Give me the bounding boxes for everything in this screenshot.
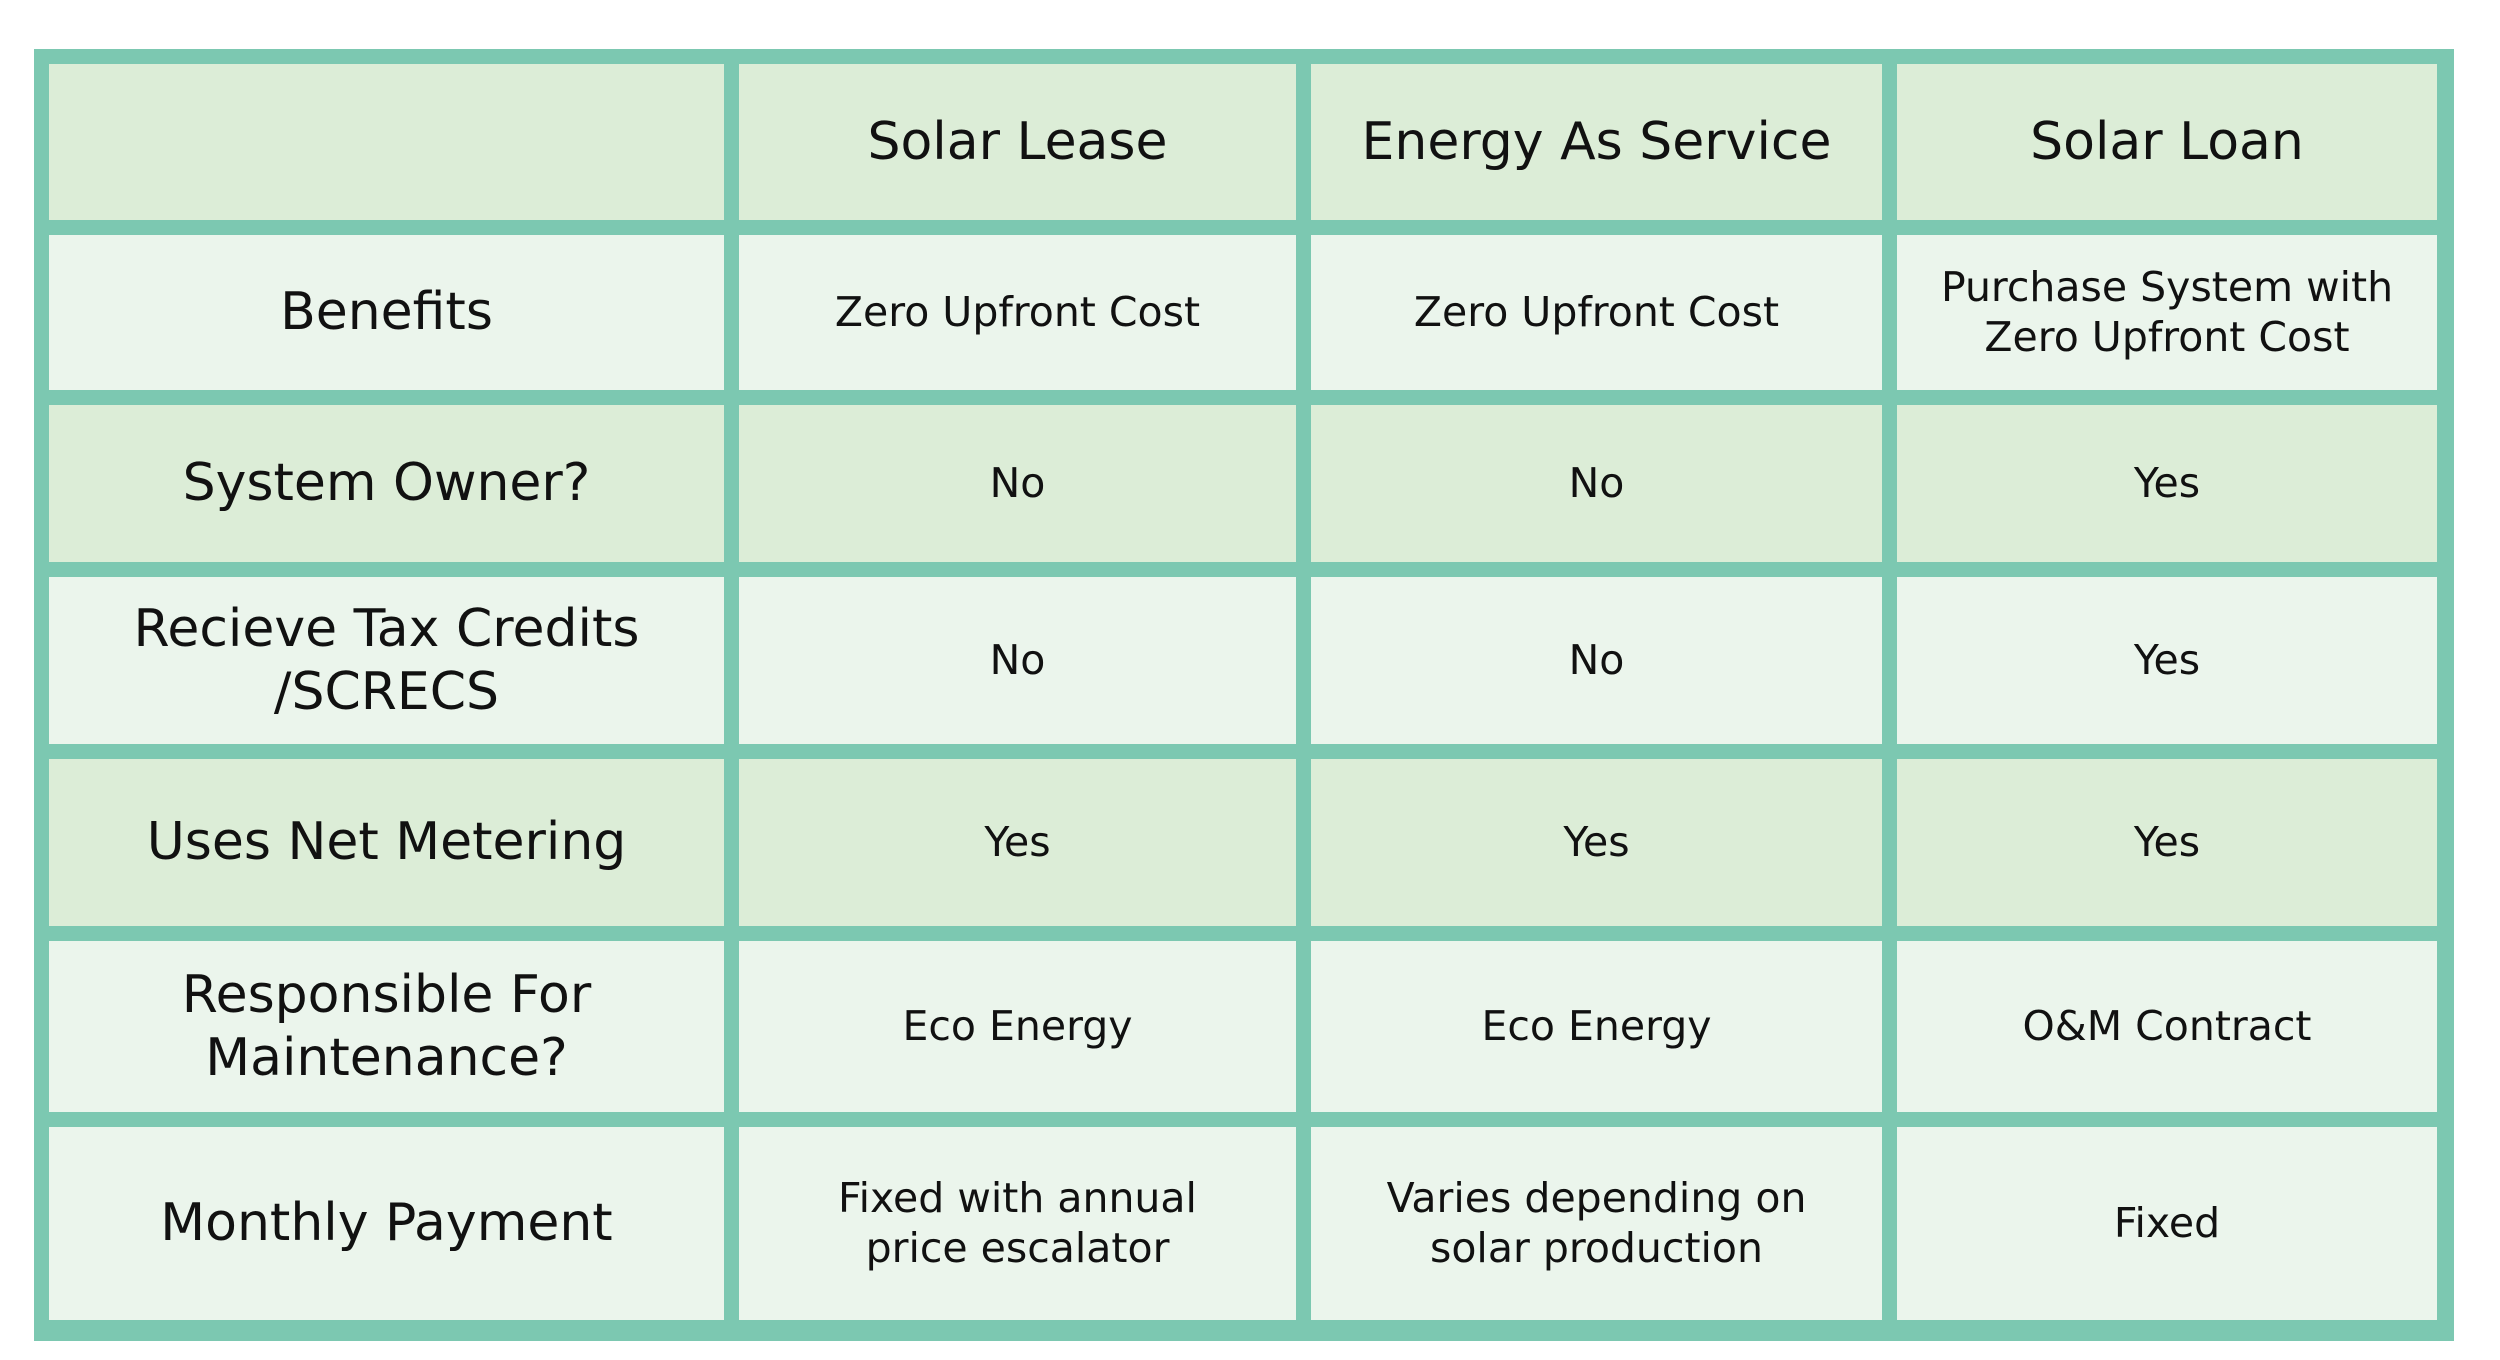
row-header-label: Benefits — [280, 282, 493, 343]
table-cell: Eco Energy — [739, 941, 1296, 1112]
table-cell: Zero Upfront Cost — [739, 235, 1296, 390]
table-cell: No — [739, 405, 1296, 562]
column-header-label: Solar Loan — [2030, 111, 2304, 172]
cell-value: O&M Contract — [2022, 1001, 2312, 1050]
cell-value: Zero Upfront Cost — [834, 287, 1201, 336]
column-header-label: Energy As Service — [1361, 111, 1832, 172]
table-cell: Zero Upfront Cost — [1311, 235, 1882, 390]
cell-value: Fixed — [2113, 1198, 2221, 1247]
column-header-energy-as-service: Energy As Service — [1311, 64, 1882, 220]
table-cell: O&M Contract — [1897, 941, 2437, 1112]
cell-value: No — [1568, 458, 1625, 507]
table-cell: No — [739, 577, 1296, 744]
row-header-net-metering: Uses Net Metering — [49, 759, 724, 926]
row-header-tax-credits: Recieve Tax Credits /SCRECS — [49, 577, 724, 744]
cell-value: Yes — [2133, 458, 2201, 507]
cell-value: Yes — [984, 817, 1051, 866]
table-cell: Yes — [1897, 759, 2437, 926]
cell-value: Eco Energy — [902, 1001, 1133, 1050]
table-cell: Yes — [739, 759, 1296, 926]
cell-value: Varies depending on solar production — [1386, 1174, 1807, 1272]
column-header-solar-lease: Solar Lease — [739, 64, 1296, 220]
row-header-maintenance: Responsible For Maintenance? — [49, 941, 724, 1112]
comparison-table: Solar Lease Energy As Service Solar Loan… — [34, 49, 2454, 1341]
corner-cell — [49, 64, 724, 220]
row-header-label: Responsible For Maintenance? — [181, 965, 592, 1088]
row-header-label: Monthly Payment — [160, 1193, 613, 1254]
cell-value: Zero Upfront Cost — [1413, 287, 1780, 336]
table-cell: Purchase System with Zero Upfront Cost — [1897, 235, 2437, 390]
cell-value: No — [989, 458, 1046, 507]
table-cell: Eco Energy — [1311, 941, 1882, 1112]
column-header-solar-loan: Solar Loan — [1897, 64, 2437, 220]
row-header-label: Recieve Tax Credits /SCRECS — [133, 599, 640, 722]
row-header-monthly-payment: Monthly Payment — [49, 1127, 724, 1320]
table-cell: No — [1311, 577, 1882, 744]
cell-value: No — [989, 635, 1046, 684]
cell-value: Eco Energy — [1481, 1001, 1712, 1050]
column-header-label: Solar Lease — [867, 111, 1168, 172]
table-cell: No — [1311, 405, 1882, 562]
table-cell: Varies depending on solar production — [1311, 1127, 1882, 1320]
row-header-label: System Owner? — [182, 453, 591, 514]
row-header-label: Uses Net Metering — [146, 812, 627, 873]
cell-value: Yes — [2133, 635, 2201, 684]
table-cell: Yes — [1311, 759, 1882, 926]
cell-value: Purchase System with Zero Upfront Cost — [1940, 263, 2394, 361]
cell-value: Fixed with annual price escalator — [838, 1174, 1197, 1272]
table-cell: Fixed with annual price escalator — [739, 1127, 1296, 1320]
comparison-grid: Solar Lease Energy As Service Solar Loan… — [49, 64, 2438, 1325]
table-cell: Fixed — [1897, 1127, 2437, 1320]
row-header-system-owner: System Owner? — [49, 405, 724, 562]
row-header-benefits: Benefits — [49, 235, 724, 390]
cell-value: Yes — [1563, 817, 1630, 866]
table-cell: Yes — [1897, 405, 2437, 562]
cell-value: Yes — [2133, 817, 2201, 866]
cell-value: No — [1568, 635, 1625, 684]
table-cell: Yes — [1897, 577, 2437, 744]
